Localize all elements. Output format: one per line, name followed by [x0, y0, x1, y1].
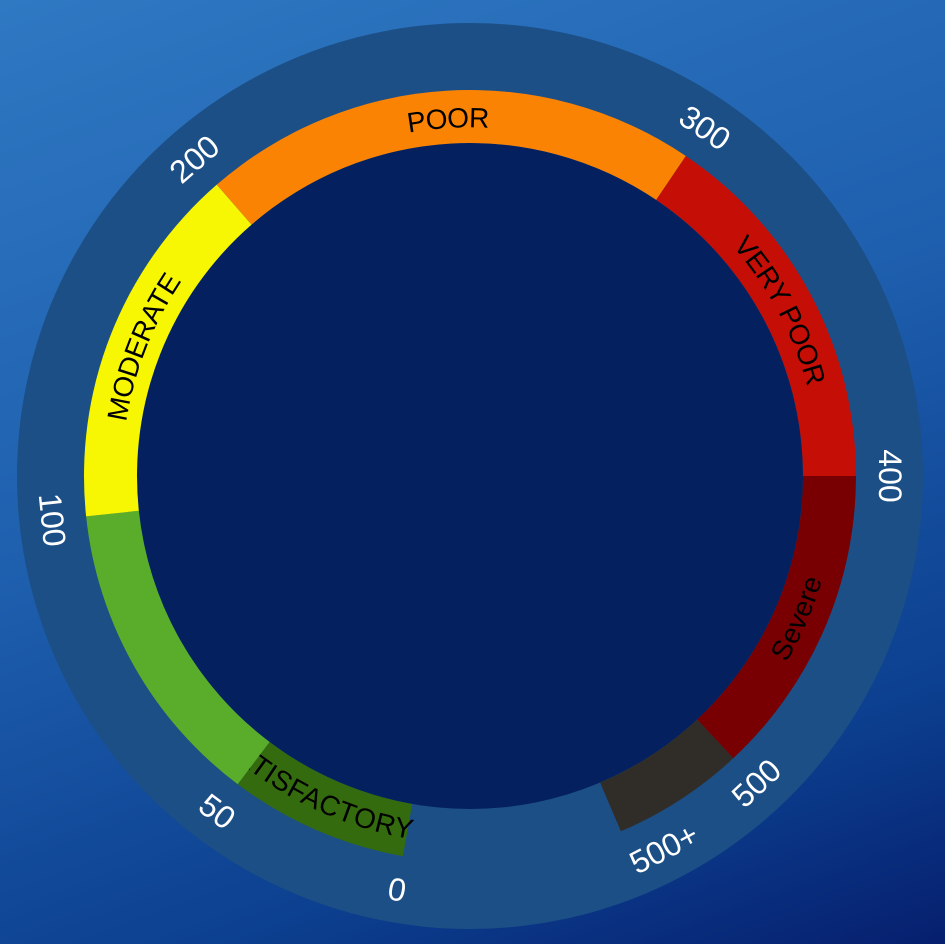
inner-disc	[137, 143, 803, 809]
band-2	[83, 184, 252, 517]
tick-label-5: 400	[872, 449, 908, 502]
band-0	[237, 741, 413, 857]
band-6	[600, 719, 734, 832]
band-4	[656, 155, 856, 477]
tick-label-0: 0	[385, 870, 409, 909]
band-3	[216, 89, 686, 225]
band-1	[86, 510, 270, 785]
band-label-3: POOR	[405, 102, 490, 138]
tick-label-2: 100	[32, 491, 73, 548]
band-5	[697, 476, 856, 759]
